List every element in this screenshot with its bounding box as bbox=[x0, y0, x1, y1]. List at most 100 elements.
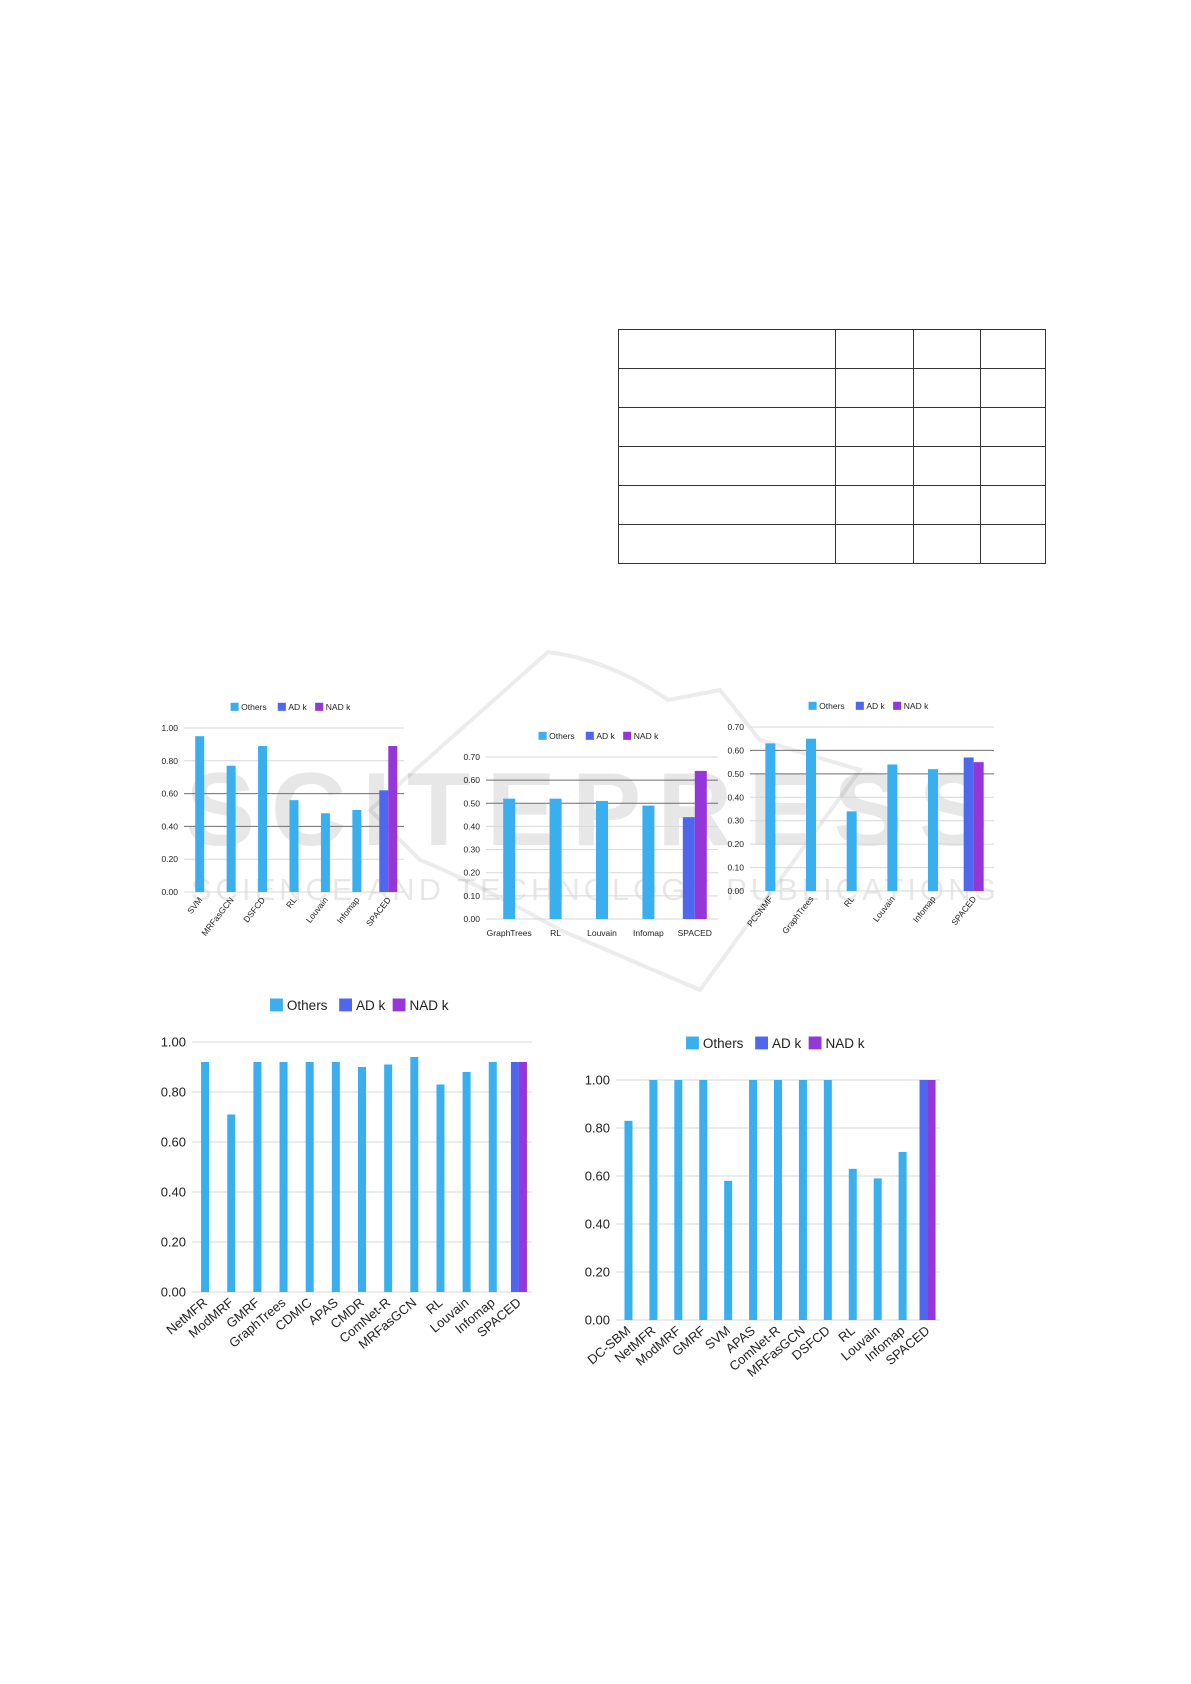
y-tick-label: 0.00 bbox=[161, 1285, 186, 1300]
legend-label: Others bbox=[819, 701, 845, 711]
legend-label: Others bbox=[549, 731, 575, 741]
legend-swatch bbox=[392, 998, 406, 1012]
x-tick-label: Infomap bbox=[633, 928, 664, 938]
y-tick-label: 0.70 bbox=[727, 722, 744, 732]
bar bbox=[749, 1080, 758, 1320]
y-tick-label: 0.60 bbox=[585, 1169, 610, 1184]
y-tick-label: 0.40 bbox=[585, 1217, 610, 1232]
y-tick-label: 0.20 bbox=[585, 1265, 610, 1280]
table-cell bbox=[980, 329, 1046, 369]
results-table bbox=[618, 329, 1046, 564]
bar bbox=[503, 798, 516, 919]
bar bbox=[462, 1072, 471, 1292]
legend-label: Others bbox=[241, 702, 267, 712]
legend-swatch bbox=[893, 701, 902, 710]
x-tick-label: Infomap bbox=[335, 895, 362, 926]
x-tick-label: SPACED bbox=[949, 894, 978, 927]
bar bbox=[928, 769, 938, 891]
legend-swatch bbox=[538, 731, 547, 740]
y-tick-label: 1.00 bbox=[585, 1073, 610, 1088]
table-cell bbox=[913, 524, 981, 564]
legend-swatch bbox=[277, 702, 286, 711]
table-cell bbox=[913, 485, 981, 525]
y-tick-label: 0.60 bbox=[463, 775, 480, 785]
x-tick-label: Louvain bbox=[304, 895, 330, 925]
bar bbox=[279, 1062, 288, 1292]
y-tick-label: 1.00 bbox=[161, 723, 178, 733]
y-tick-label: 0.20 bbox=[463, 868, 480, 878]
table-row bbox=[618, 407, 1046, 447]
bar bbox=[973, 762, 984, 891]
y-tick-label: 0.00 bbox=[161, 887, 178, 897]
legend-label: NAD k bbox=[904, 701, 929, 711]
bar bbox=[806, 738, 816, 891]
bar bbox=[873, 1178, 882, 1320]
bar bbox=[226, 765, 236, 892]
legend-swatch bbox=[315, 702, 324, 711]
x-tick-label: SPACED bbox=[364, 895, 393, 928]
table-cell bbox=[835, 329, 914, 369]
legend-label: AD k bbox=[866, 701, 885, 711]
table-cell bbox=[618, 485, 836, 525]
bar bbox=[488, 1062, 497, 1292]
legend-swatch bbox=[623, 731, 632, 740]
y-tick-label: 0.30 bbox=[463, 845, 480, 855]
x-tick-label: Infomap bbox=[911, 894, 938, 925]
y-tick-label: 0.60 bbox=[727, 745, 744, 755]
bar bbox=[724, 1180, 733, 1320]
bar bbox=[823, 1080, 832, 1320]
bar-chart-2: 0.00 0.10 0.20 0.30 0.40 0.50 0.60 0.70 Others AD… bbox=[463, 731, 718, 938]
table-cell bbox=[835, 407, 914, 447]
legend-label: AD k bbox=[772, 1036, 802, 1051]
table-cell bbox=[980, 485, 1046, 525]
bar bbox=[642, 805, 655, 919]
table-cell bbox=[835, 485, 914, 525]
bar bbox=[682, 817, 695, 919]
bar bbox=[919, 1080, 928, 1320]
table-cell bbox=[913, 329, 981, 369]
x-tick-label: Louvain bbox=[871, 894, 897, 924]
y-tick-label: 0.40 bbox=[727, 792, 744, 802]
y-tick-label: 0.20 bbox=[161, 854, 178, 864]
table-cell bbox=[618, 524, 836, 564]
legend-swatch bbox=[855, 701, 864, 710]
bar bbox=[649, 1080, 658, 1320]
table-row bbox=[618, 329, 1046, 369]
y-tick-label: 0.30 bbox=[727, 816, 744, 826]
y-tick-label: 0.20 bbox=[161, 1235, 186, 1250]
legend-swatch bbox=[585, 731, 594, 740]
x-tick-label: MRFasGCN bbox=[199, 895, 235, 938]
table-cell bbox=[618, 446, 836, 486]
table-cell bbox=[913, 446, 981, 486]
y-tick-label: 0.00 bbox=[585, 1313, 610, 1328]
bar-chart-1: 0.00 0.20 0.40 0.60 0.80 1.00 Others AD k NAD k S… bbox=[161, 702, 404, 938]
bar bbox=[436, 1084, 445, 1292]
bar bbox=[624, 1120, 633, 1320]
bar bbox=[384, 1064, 393, 1292]
y-tick-label: 1.00 bbox=[161, 1035, 186, 1050]
y-tick-label: 0.00 bbox=[727, 886, 744, 896]
legend-swatch bbox=[270, 998, 283, 1012]
bar bbox=[410, 1057, 419, 1292]
bar bbox=[253, 1062, 262, 1292]
bar bbox=[305, 1062, 314, 1292]
y-tick-label: 0.40 bbox=[161, 1185, 186, 1200]
table-cell bbox=[913, 368, 981, 408]
bar bbox=[258, 746, 268, 892]
legend-swatch bbox=[808, 701, 817, 710]
y-tick-label: 0.60 bbox=[161, 1135, 186, 1150]
table-cell bbox=[835, 446, 914, 486]
legend-label: NAD k bbox=[634, 731, 659, 741]
bar bbox=[358, 1067, 366, 1292]
bar-chart-3: 0.00 0.10 0.20 0.30 0.40 0.50 0.60 0.70 Others AD… bbox=[727, 701, 994, 936]
bar bbox=[549, 798, 562, 919]
legend-label: AD k bbox=[288, 702, 307, 712]
bar bbox=[798, 1080, 807, 1320]
bar bbox=[963, 757, 974, 891]
x-tick-label: SPACED bbox=[678, 928, 712, 938]
bar bbox=[694, 770, 707, 919]
y-tick-label: 0.80 bbox=[161, 1085, 186, 1100]
y-tick-label: 0.50 bbox=[727, 769, 744, 779]
